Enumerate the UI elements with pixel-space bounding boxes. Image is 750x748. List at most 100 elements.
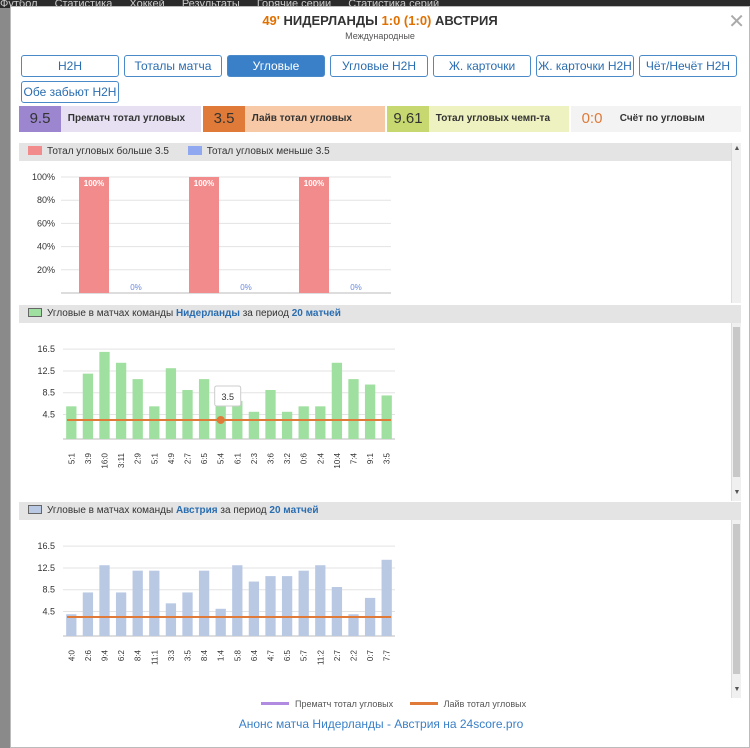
stat-corner-score: 0:0 Счёт по угловым: [571, 106, 741, 132]
x-tick-label: 3:5: [383, 452, 392, 464]
bar: [281, 411, 293, 439]
bg-menu-hot: Горячие серии: [256, 0, 332, 8]
away-team: АВСТРИЯ: [435, 13, 498, 28]
bar: [99, 351, 110, 439]
tab-h2h[interactable]: H2H: [21, 55, 119, 77]
nl-team-link[interactable]: Нидерланды: [175, 308, 240, 319]
tab-corners-h2h[interactable]: Угловые H2H: [330, 55, 428, 77]
bar-over-label: 100%: [194, 179, 214, 188]
bar: [66, 406, 77, 439]
bar: [198, 379, 210, 439]
match-title: 49' НИДЕРЛАНДЫ 1:0 (1:0) АВСТРИЯ: [11, 13, 749, 28]
tooltip-point: [216, 415, 225, 424]
nl-mid: за период: [242, 308, 289, 319]
bar: [182, 592, 193, 636]
x-tick-label: 3:5: [184, 649, 193, 661]
bar: [182, 390, 193, 439]
y-tick-label: 8.5: [42, 585, 55, 595]
at-period[interactable]: 20 матчей: [269, 505, 319, 516]
austria-panel-header: Угловые в матчах команды Австрия за пери…: [19, 502, 741, 520]
bar: [381, 395, 392, 439]
bar-over: [189, 177, 219, 293]
bar: [115, 362, 127, 439]
tab-yellow-cards[interactable]: Ж. карточки: [433, 55, 531, 77]
bar: [281, 576, 293, 636]
live-legend-label: Лайв тотал угловых: [443, 699, 527, 709]
bar: [364, 384, 376, 439]
over-under-chart: 20% 40% 60% 80% 100% 100% 0% 100% 0% 100% 0%: [32, 172, 391, 294]
bar: [265, 576, 276, 636]
x-tick-label: 3:9: [84, 452, 93, 464]
netherlands-panel: Угловые в матчах команды Нидерланды за п…: [19, 305, 741, 501]
scrollbar-1[interactable]: ▲: [731, 143, 741, 303]
x-tick-label: 6:5: [283, 649, 292, 661]
bar-over-label: 100%: [84, 179, 104, 188]
tab-match-totals[interactable]: Тоталы матча: [124, 55, 222, 77]
tab-odd-even-h2h[interactable]: Чёт/Нечёт H2H: [639, 55, 737, 77]
bar: [232, 565, 243, 636]
over-under-legend: Тотал угловых больше 3.5 Тотал угловых м…: [19, 143, 741, 161]
bar: [348, 379, 359, 439]
x-tick-label: 6:4: [250, 649, 259, 661]
x-tick-label: 7:4: [350, 452, 359, 464]
x-tick-label: 3:3: [167, 649, 176, 661]
match-preview-link[interactable]: Анонс матча Нидерланды - Австрия на 24sc…: [238, 717, 524, 731]
x-tick-label: 5:1: [150, 452, 159, 464]
stat-live-label: Лайв тотал угловых: [251, 113, 352, 124]
x-tick-label: 6:2: [117, 649, 126, 661]
close-icon[interactable]: ✕: [728, 11, 745, 33]
bg-menu-stats: Статистика: [54, 0, 113, 8]
nl-prefix: Угловые в матчах команды: [47, 308, 174, 319]
austria-corners-chart: 4.5 8.5 12.5 16.5 4:0 2:6 9:4 6:2 8:4 11:1 3:3 3:5 8…: [37, 541, 395, 665]
over-legend-label: Тотал угловых больше 3.5: [47, 146, 169, 157]
x-tick-label: 4:9: [167, 452, 176, 464]
scrollbar-2[interactable]: ▼: [731, 323, 741, 501]
stat-live-value: 3.5: [203, 106, 245, 132]
bar: [215, 608, 226, 636]
scroll-up-icon[interactable]: ▲: [733, 145, 741, 152]
x-tick-label: 5:8: [233, 649, 242, 661]
scroll-thumb[interactable]: [733, 327, 740, 477]
x-tick-label: 5:1: [67, 452, 76, 464]
bar: [132, 379, 143, 439]
scroll-thumb-3[interactable]: [733, 524, 740, 674]
scroll-down-icon[interactable]: ▼: [733, 489, 741, 496]
under-legend-label: Тотал угловых меньше 3.5: [206, 146, 330, 157]
bg-menu-results: Результаты: [181, 0, 240, 8]
x-tick-label: 2:3: [250, 452, 259, 464]
tab-btts-h2h[interactable]: Обе забьют H2H: [21, 81, 119, 103]
x-tick-label: 8:4: [134, 649, 143, 661]
bar: [132, 570, 143, 636]
tab-yellow-cards-h2h[interactable]: Ж. карточки H2H: [536, 55, 634, 77]
y-tick-label: 20%: [37, 265, 55, 275]
bar: [165, 368, 177, 439]
at-mid: за период: [220, 505, 267, 516]
bar: [248, 411, 260, 439]
at-team-link[interactable]: Австрия: [175, 505, 218, 516]
tab-corners[interactable]: Угловые: [227, 55, 325, 77]
x-tick-label: 5:4: [217, 452, 226, 464]
scrollbar-3[interactable]: ▼: [731, 520, 741, 698]
bar: [149, 570, 160, 636]
bar-over-label: 100%: [304, 179, 324, 188]
stat-league-value: 9.61: [387, 106, 429, 132]
home-team: НИДЕРЛАНДЫ: [283, 13, 378, 28]
bar: [298, 406, 309, 439]
scroll-down-icon-3[interactable]: ▼: [733, 686, 741, 693]
bar: [165, 603, 177, 636]
nl-period[interactable]: 20 матчей: [291, 308, 341, 319]
x-tick-label: 11:1: [150, 649, 159, 665]
under-swatch: [187, 146, 202, 155]
x-tick-label: 6:1: [233, 452, 242, 464]
tournament-name: Международные: [345, 31, 415, 41]
tooltip-box: [214, 385, 242, 407]
bar: [331, 362, 343, 439]
x-tick-label: 1:4: [217, 649, 226, 661]
bar: [265, 390, 276, 439]
netherlands-panel-header: Угловые в матчах команды Нидерланды за п…: [19, 305, 741, 323]
x-tick-label: 9:1: [366, 452, 375, 464]
bar: [298, 570, 309, 636]
bar: [99, 565, 110, 636]
y-tick-label: 12.5: [37, 563, 55, 573]
stat-prematch: 9.5 Прематч тотал угловых: [19, 106, 201, 132]
